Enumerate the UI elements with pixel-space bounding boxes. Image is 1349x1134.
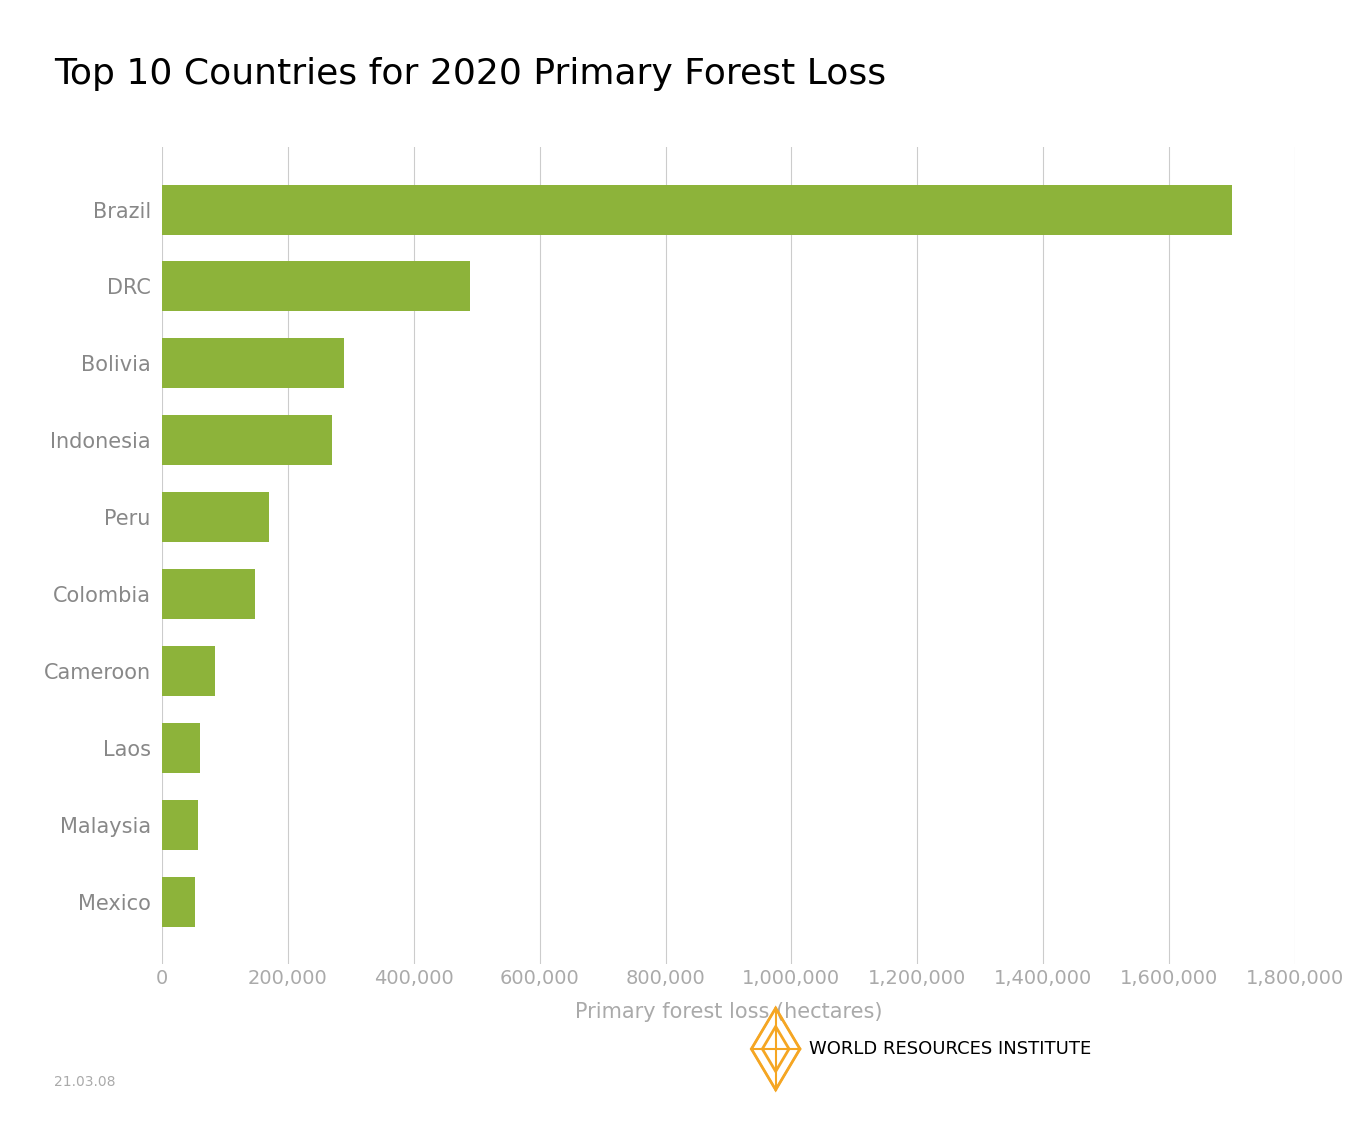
Text: WORLD RESOURCES INSTITUTE: WORLD RESOURCES INSTITUTE (809, 1040, 1091, 1058)
Bar (162, 415, 332, 465)
Text: GLOBAL
FOREST
WATCH: GLOBAL FOREST WATCH (596, 1026, 645, 1060)
Bar (162, 338, 344, 388)
Bar (162, 262, 471, 312)
Bar (162, 799, 198, 849)
Bar (162, 646, 216, 696)
Bar (162, 492, 268, 542)
Bar (162, 723, 200, 773)
Bar (162, 185, 1232, 235)
Bar (162, 569, 255, 619)
Text: Top 10 Countries for 2020 Primary Forest Loss: Top 10 Countries for 2020 Primary Forest… (54, 57, 886, 91)
Bar (162, 877, 196, 926)
X-axis label: Primary forest loss (hectares): Primary forest loss (hectares) (575, 1001, 882, 1022)
Text: 21.03.08: 21.03.08 (54, 1075, 116, 1089)
